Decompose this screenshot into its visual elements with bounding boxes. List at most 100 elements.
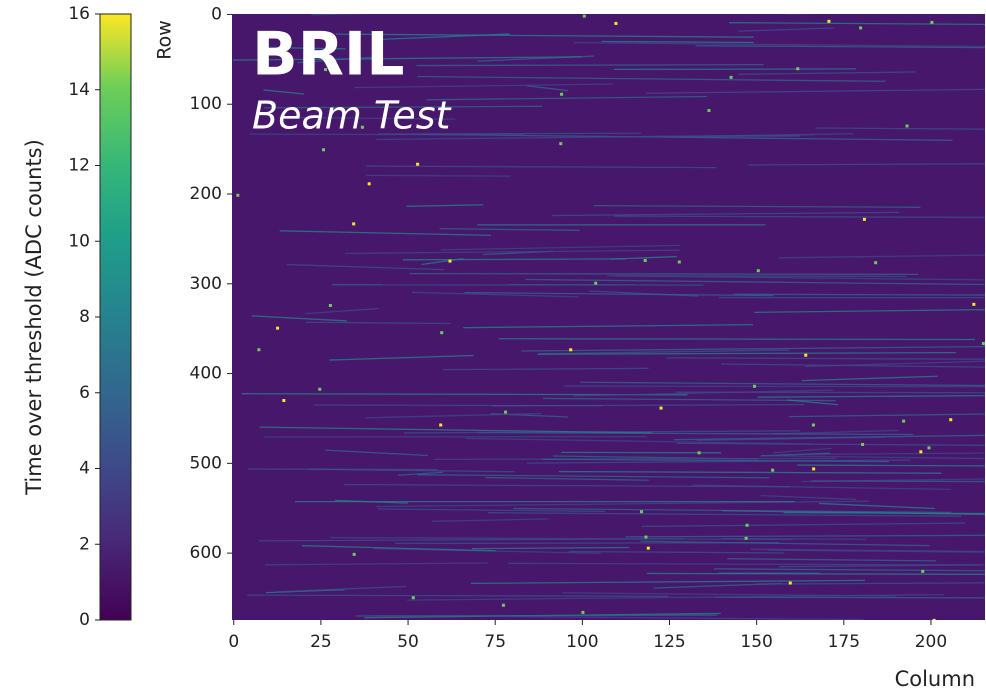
hit — [501, 603, 505, 607]
track — [773, 447, 832, 454]
x-tick-label: 125 — [653, 632, 685, 652]
track — [764, 455, 985, 460]
hit — [360, 125, 364, 129]
hit — [744, 536, 748, 540]
hit — [921, 569, 925, 573]
colorbar-tick-label: 16 — [68, 4, 90, 24]
track — [815, 127, 985, 130]
y-tick-label: 600 — [190, 543, 222, 563]
hit — [796, 67, 800, 71]
track — [625, 534, 985, 538]
track — [738, 71, 916, 75]
hit — [318, 387, 322, 391]
track — [421, 257, 464, 266]
hit — [643, 258, 647, 262]
track — [336, 33, 754, 38]
track — [787, 399, 839, 406]
x-tick-label: 175 — [828, 632, 860, 652]
track — [778, 452, 985, 456]
hit — [411, 596, 415, 600]
track — [247, 594, 669, 597]
track — [721, 363, 985, 368]
track — [786, 14, 823, 15]
track — [301, 545, 496, 552]
hit — [729, 75, 733, 79]
track — [416, 474, 770, 479]
hit — [322, 148, 326, 152]
hit — [594, 281, 598, 285]
hit — [324, 68, 328, 72]
track — [329, 354, 474, 361]
track — [573, 41, 985, 48]
hit — [659, 406, 663, 410]
track — [325, 449, 428, 457]
hit — [862, 217, 866, 221]
track — [344, 249, 680, 255]
track — [760, 494, 857, 501]
track — [251, 315, 347, 322]
track — [375, 134, 815, 141]
track — [757, 394, 985, 398]
track — [487, 512, 962, 517]
track — [263, 89, 305, 95]
track — [330, 536, 793, 541]
track — [279, 230, 492, 237]
track — [305, 321, 451, 325]
track — [377, 132, 642, 135]
track — [696, 436, 886, 441]
track — [601, 40, 754, 44]
track — [263, 105, 543, 109]
hit — [756, 269, 760, 273]
hit — [582, 14, 586, 18]
track — [279, 116, 456, 120]
track — [754, 308, 985, 314]
track — [402, 258, 626, 261]
hit — [919, 450, 923, 454]
track — [714, 568, 985, 572]
hit — [440, 331, 444, 335]
hit — [771, 468, 775, 472]
hit — [930, 20, 934, 24]
hit — [745, 523, 749, 527]
track — [355, 614, 718, 617]
track — [559, 470, 942, 474]
track — [580, 381, 985, 387]
track — [537, 351, 956, 355]
hit — [560, 92, 564, 96]
hit — [644, 535, 648, 539]
track — [486, 615, 864, 620]
track — [311, 14, 372, 16]
track — [377, 508, 605, 513]
track — [772, 429, 900, 435]
track — [640, 540, 930, 547]
track — [232, 56, 582, 61]
track — [526, 459, 911, 464]
hit — [559, 142, 563, 146]
hit — [902, 419, 906, 423]
track — [641, 522, 966, 528]
track — [433, 457, 837, 460]
colorbar-tick-label: 12 — [68, 156, 90, 176]
track — [788, 413, 985, 418]
hit — [811, 423, 815, 427]
track — [779, 254, 985, 259]
hit — [416, 162, 420, 166]
hit — [328, 303, 332, 307]
hit — [367, 182, 371, 186]
track — [521, 345, 985, 352]
hit — [812, 467, 816, 471]
track — [727, 558, 937, 562]
x-tick-label: 200 — [915, 632, 947, 652]
track — [366, 174, 511, 177]
hit — [504, 410, 508, 414]
track — [259, 426, 653, 434]
track — [397, 471, 444, 476]
track — [275, 585, 407, 593]
track — [542, 458, 890, 463]
track — [614, 68, 856, 71]
track — [714, 596, 985, 599]
track — [507, 562, 980, 566]
track — [513, 507, 952, 514]
x-tick-label: 25 — [310, 632, 332, 652]
hit — [788, 581, 792, 585]
